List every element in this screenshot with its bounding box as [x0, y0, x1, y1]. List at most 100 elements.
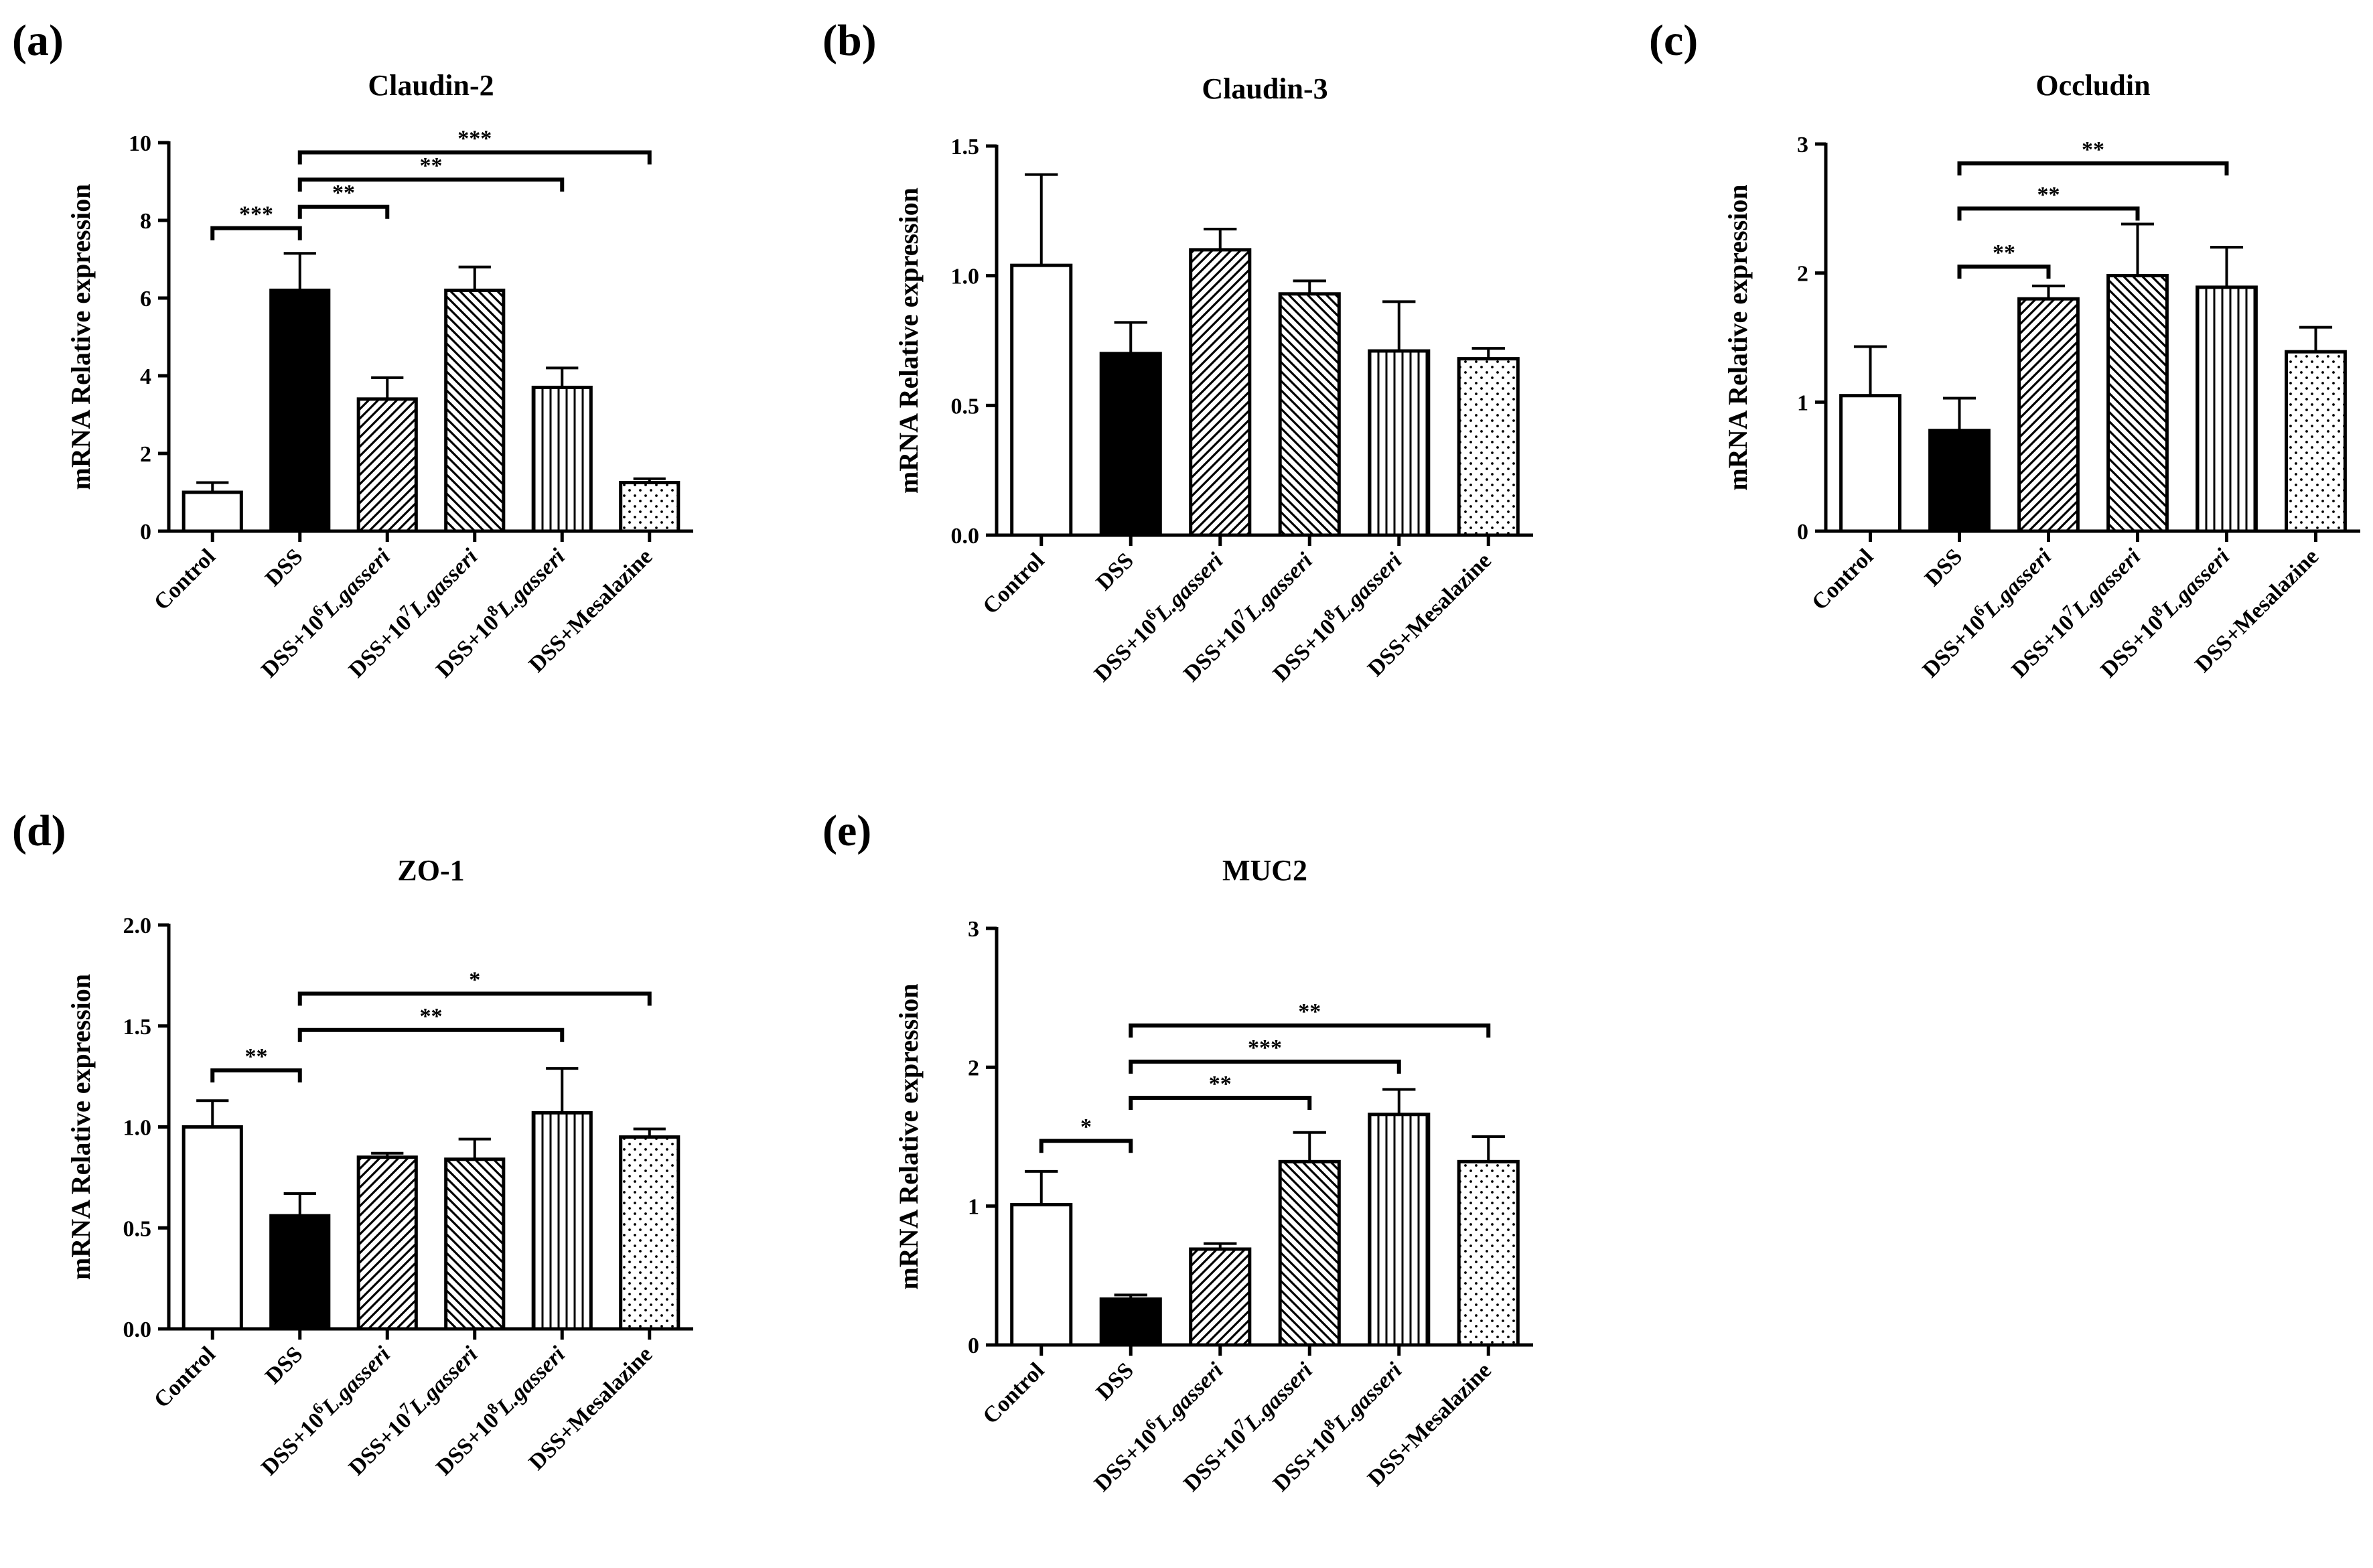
y-tick-label: 2.0: [123, 914, 152, 938]
chart-panel-4: (d) ZO-1 mRNA Relative expression 0.0 0.5 1.0…: [12, 806, 693, 1480]
category-label: Control: [149, 1342, 220, 1413]
significance-bracket: [1957, 161, 2229, 175]
significance-bracket: [297, 1027, 565, 1042]
bar-dss-mesalazine: [1457, 1159, 1520, 1347]
category-label: Control: [979, 1358, 1050, 1429]
y-tick-label: 8: [140, 209, 151, 234]
significance-bracket: [297, 991, 652, 1006]
bar-dss-10-7: [2106, 274, 2169, 533]
bar-dss-10-6: [356, 397, 418, 533]
y-tick-label: 1.5: [951, 135, 980, 159]
category-label: Control: [1807, 544, 1878, 615]
y-tick-label: 6: [140, 287, 151, 311]
bar-dss: [1099, 1297, 1162, 1347]
bar-dss-10-6: [2017, 297, 2080, 533]
category-label: Control: [149, 544, 220, 615]
bar-dss-10-8: [531, 1111, 593, 1331]
significance-label: **: [2037, 182, 2060, 207]
y-tick-label: 0: [140, 520, 151, 545]
significance-bracket: [1957, 206, 2140, 221]
chart-title: Occludin: [2035, 69, 2150, 102]
panel-label: (e): [822, 806, 871, 855]
bar-dss-10-6: [356, 1155, 418, 1331]
bar-dss-10-7: [444, 1157, 506, 1331]
category-label: Control: [979, 548, 1050, 619]
bar-dss-mesalazine: [619, 481, 680, 533]
y-tick-label: 1.0: [951, 265, 980, 289]
bar-dss-10-8: [531, 385, 593, 533]
panel-label: (d): [12, 806, 66, 855]
significance-label: **: [332, 181, 355, 206]
y-tick-label: 2: [968, 1056, 979, 1080]
significance-bracket: [297, 204, 390, 219]
category-label: DSS: [1920, 544, 1967, 591]
y-axis-label: mRNA Relative expression: [66, 184, 96, 490]
significance-label: ***: [1248, 1036, 1282, 1060]
bar-dss-10-7: [1278, 292, 1341, 537]
significance-bracket: [1039, 1139, 1133, 1153]
significance-label: **: [420, 1004, 443, 1029]
bar-dss-10-8: [1368, 1113, 1431, 1347]
significance-bracket: [297, 150, 652, 165]
significance-label: **: [1993, 240, 2015, 265]
significance-bracket: [210, 226, 302, 240]
bar-dss-10-6: [1189, 248, 1252, 537]
y-axis-label: mRNA Relative expression: [1723, 185, 1753, 491]
y-tick-label: 0.5: [951, 394, 980, 419]
bar-dss: [269, 288, 331, 533]
chart-title: Claudin-3: [1202, 72, 1327, 105]
significance-label: *: [469, 968, 480, 993]
significance-bracket: [1129, 1023, 1491, 1038]
y-tick-label: 0.0: [951, 524, 980, 549]
bar-control: [1010, 1203, 1073, 1347]
bar-control: [182, 490, 243, 533]
bar-dss-10-7: [444, 288, 506, 533]
significance-label: ***: [457, 127, 492, 151]
chart-panel-3: (c) Occludin mRNA Relative expression 0 1 2 3 C…: [1649, 16, 2360, 683]
bar-dss-mesalazine: [1457, 357, 1520, 537]
significance-label: **: [1298, 999, 1321, 1024]
significance-bracket: [297, 177, 565, 192]
y-tick-label: 0: [968, 1334, 979, 1358]
chart-panel-5: (e) MUC2 mRNA Relative expression 0 1 2 3 Contr…: [822, 806, 1533, 1496]
chart-panel-1: (a) Claudin-2 mRNA Relative expression 0 2 4 6…: [12, 16, 693, 683]
chart-title: Claudin-2: [368, 69, 494, 102]
panel-label: (c): [1649, 16, 1698, 65]
bar-dss-10-7: [1278, 1159, 1341, 1347]
y-tick-label: 1.5: [123, 1015, 152, 1040]
y-tick-label: 3: [1797, 133, 1808, 157]
chart-title: MUC2: [1222, 854, 1307, 887]
category-label: DSS: [261, 544, 307, 591]
y-tick-label: 10: [129, 131, 151, 156]
bar-control: [1010, 263, 1073, 537]
category-label: DSS: [1092, 1358, 1139, 1405]
significance-label: **: [420, 153, 443, 178]
significance-bracket: [1129, 1060, 1401, 1074]
significance-label: **: [245, 1044, 268, 1069]
bar-control: [1839, 394, 1901, 533]
chart-panel-2: (b) Claudin-3 mRNA Relative expression 0.0 0…: [822, 16, 1533, 687]
significance-label: **: [2082, 137, 2104, 162]
y-axis-label: mRNA Relative expression: [893, 984, 924, 1290]
significance-bracket: [1129, 1095, 1312, 1110]
y-tick-label: 3: [968, 917, 979, 942]
y-tick-label: 2: [140, 442, 151, 467]
chart-title: ZO-1: [397, 854, 464, 887]
bar-dss-mesalazine: [619, 1135, 680, 1331]
significance-label: *: [1080, 1115, 1092, 1139]
category-label: DSS: [261, 1342, 307, 1388]
y-tick-label: 0.5: [123, 1216, 152, 1241]
y-tick-label: 0: [1797, 520, 1808, 545]
y-tick-label: 0.0: [123, 1317, 152, 1342]
bar-dss-10-8: [2196, 285, 2258, 533]
y-tick-label: 1.0: [123, 1116, 152, 1141]
significance-label: **: [1209, 1072, 1232, 1096]
bar-dss-10-6: [1189, 1247, 1252, 1347]
bar-dss: [269, 1214, 331, 1331]
y-tick-label: 1: [1797, 390, 1808, 415]
bar-control: [182, 1125, 243, 1331]
category-label: DSS: [1092, 548, 1139, 595]
bar-dss-mesalazine: [2285, 350, 2347, 533]
y-tick-label: 2: [1797, 262, 1808, 287]
